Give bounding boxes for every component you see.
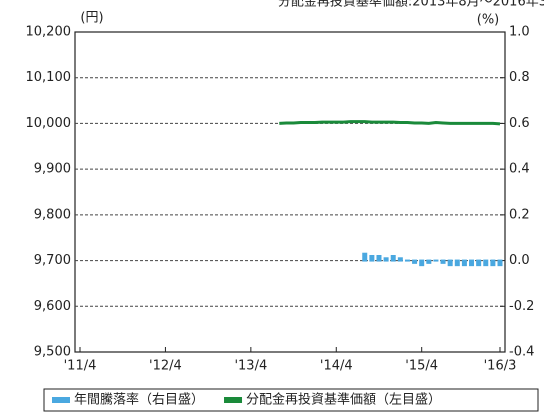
bar (404, 259, 410, 262)
legend-label: 年間騰落率（右目盛） (74, 392, 204, 408)
x-tick-label: '12/4 (149, 359, 182, 374)
y2-tick-label: 0.0 (509, 253, 530, 268)
y-tick-label: 10,100 (26, 70, 72, 85)
bar (433, 259, 439, 262)
y-tick-label: 10,000 (26, 116, 72, 131)
bar (362, 252, 368, 262)
x-tick-label: '14/4 (320, 359, 353, 374)
y2-tick-label: 0.2 (509, 207, 530, 222)
y2-tick-label: -0.2 (509, 299, 534, 314)
bar (376, 255, 382, 262)
x-tick-label: '15/4 (405, 359, 438, 374)
y-tick-label: 10,200 (26, 25, 72, 40)
legend-swatch (52, 397, 70, 403)
y-tick-label: 9,600 (34, 299, 71, 314)
y2-tick-label: 0.6 (509, 116, 530, 131)
y-axis-label: (円) (80, 11, 103, 26)
legend-label: 分配金再投資基準価額（左目盛） (246, 392, 441, 408)
bar (469, 259, 475, 267)
bar (447, 259, 453, 267)
bar (390, 255, 396, 262)
bar (397, 257, 403, 262)
legend-swatch (224, 397, 243, 403)
bar (412, 259, 418, 264)
bar (440, 259, 446, 264)
chart-title: 分配金再投資基準価額:2013年8月～2016年3月 (278, 0, 544, 10)
bar (454, 259, 460, 267)
bar (419, 259, 425, 267)
bar (476, 259, 482, 267)
bar (426, 259, 432, 264)
bar (369, 255, 375, 262)
y-tick-label: 9,700 (34, 253, 71, 268)
bar (483, 259, 489, 267)
x-tick-label: '11/4 (64, 359, 97, 374)
y2-tick-label: 0.4 (509, 162, 530, 177)
bar (461, 259, 467, 267)
y2-tick-label: -0.4 (509, 345, 534, 360)
legend-box (43, 388, 539, 412)
bar (383, 257, 389, 262)
y2-tick-label: 0.8 (509, 70, 530, 85)
plot-frame (74, 31, 506, 353)
bar (497, 259, 503, 267)
x-tick-label: '16/3 (484, 359, 517, 374)
y-tick-label: 9,900 (34, 162, 71, 177)
line (279, 120, 501, 126)
y2-axis-label: (%) (477, 13, 500, 28)
bar (490, 259, 496, 267)
x-tick-label: '13/4 (234, 359, 267, 374)
y-tick-label: 9,800 (34, 207, 71, 222)
y2-tick-label: 1.0 (509, 25, 530, 40)
y-tick-label: 9,500 (34, 345, 71, 360)
